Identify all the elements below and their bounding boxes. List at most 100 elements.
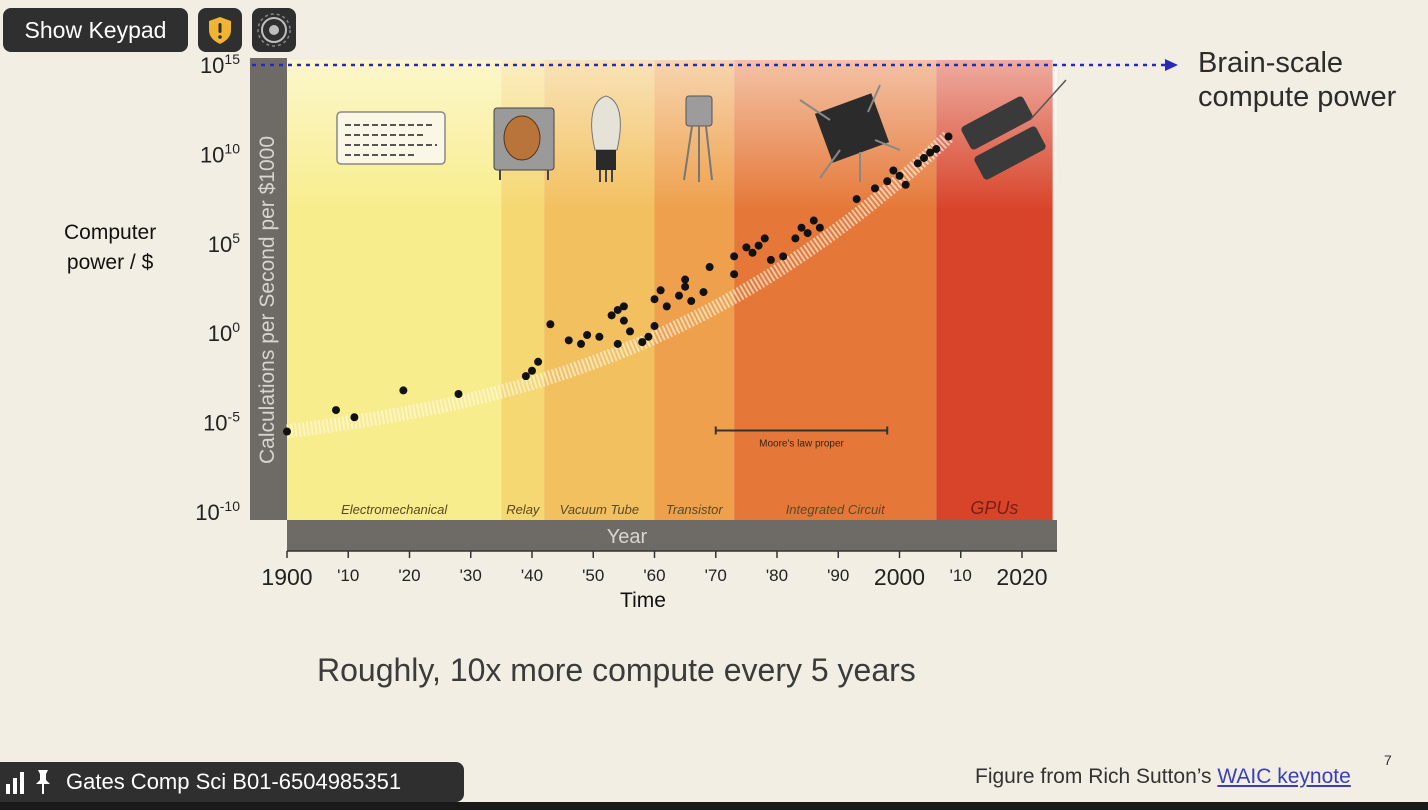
data-point-49 — [901, 180, 910, 189]
data-point-22 — [650, 295, 659, 304]
data-point-44 — [852, 195, 861, 204]
data-point-31 — [730, 270, 739, 279]
y-tick-label-0: 1015 — [200, 51, 240, 78]
data-point-29 — [699, 288, 708, 297]
credit-prefix: Figure from Rich Sutton’s — [975, 765, 1218, 788]
figure-credit: Figure from Rich Sutton’s WAIC keynote — [975, 765, 1351, 789]
data-point-43 — [815, 223, 824, 232]
record-icon — [257, 13, 291, 47]
data-point-48 — [895, 171, 904, 180]
data-point-40 — [797, 223, 806, 232]
data-point-46 — [883, 177, 892, 186]
data-point-42 — [809, 216, 818, 225]
pin-icon — [36, 770, 50, 794]
x-tick-label-3: '30 — [460, 566, 482, 585]
data-point-32 — [730, 252, 739, 261]
data-point-0 — [283, 427, 291, 436]
bottom-strip — [0, 802, 1428, 810]
brain-scale-arrow — [1165, 59, 1178, 71]
data-point-6 — [528, 366, 536, 375]
relay-illustration — [493, 107, 555, 180]
data-point-23 — [656, 286, 665, 295]
x-tick-label-7: '70 — [705, 566, 727, 585]
data-point-11 — [583, 330, 592, 339]
data-point-37 — [766, 255, 775, 264]
x-tick-label-4: '40 — [521, 566, 543, 585]
data-point-7 — [534, 357, 543, 366]
y-tick-label-4: 10-5 — [203, 409, 240, 436]
shield-alert-icon — [209, 17, 231, 44]
data-point-17 — [619, 302, 628, 311]
show-keypad-button[interactable]: Show Keypad — [3, 8, 188, 52]
x-tick-label-10: 2000 — [874, 564, 925, 590]
x-tick-label-5: '50 — [582, 566, 604, 585]
signal-bars-icon — [6, 772, 24, 794]
data-point-27 — [681, 282, 690, 291]
data-point-53 — [932, 145, 941, 154]
data-point-28 — [687, 297, 696, 306]
era-label-2: Vacuum Tube — [560, 502, 640, 517]
vacuum-tube-illustration — [591, 95, 621, 182]
data-point-25 — [675, 291, 683, 300]
x-tick-label-8: '80 — [766, 566, 788, 585]
transistor-illustration — [683, 95, 713, 182]
data-point-24 — [662, 302, 671, 311]
y-axis-label: Calculations per Second per $1000 — [256, 136, 279, 464]
data-point-52 — [926, 148, 935, 157]
data-point-51 — [920, 153, 928, 162]
data-point-1 — [332, 406, 340, 415]
chart-top-fade — [287, 60, 1057, 360]
data-point-38 — [779, 252, 788, 261]
data-point-35 — [754, 241, 763, 250]
recording-button[interactable] — [252, 8, 296, 52]
integrated-circuit-illustration — [799, 84, 901, 182]
data-point-19 — [638, 338, 647, 347]
x-tick-label-6: '60 — [643, 566, 665, 585]
data-point-36 — [760, 234, 769, 243]
security-button[interactable] — [198, 8, 242, 52]
y-tick-label-2: 105 — [208, 230, 240, 257]
gpu-illustration — [961, 79, 1067, 180]
electromechanical-illustration — [336, 111, 446, 165]
data-point-26 — [681, 275, 690, 284]
era-label-3: Transistor — [666, 502, 723, 517]
x-tick-label-2: '20 — [398, 566, 420, 585]
brain-scale-label: Brain-scale compute power — [1198, 47, 1397, 113]
era-label-4: Integrated Circuit — [786, 502, 886, 517]
data-point-47 — [889, 166, 898, 175]
era-label-5: GPUs — [970, 498, 1018, 518]
slide-caption: Roughly, 10x more compute every 5 years — [317, 652, 916, 688]
data-point-8 — [546, 320, 555, 329]
data-point-30 — [705, 263, 714, 272]
data-point-13 — [607, 311, 616, 320]
meeting-info-bar[interactable]: Gates Comp Sci B01-6504985351 — [0, 762, 464, 802]
data-point-33 — [742, 243, 751, 252]
data-point-10 — [577, 339, 585, 348]
data-point-34 — [748, 248, 757, 257]
meeting-name: Gates Comp Sci B01-6504985351 — [66, 769, 402, 794]
data-point-9 — [564, 336, 573, 345]
x-tick-label-1: '10 — [337, 566, 359, 585]
data-point-15 — [613, 339, 622, 348]
data-point-2 — [350, 413, 359, 422]
data-point-54 — [944, 132, 953, 141]
data-point-50 — [913, 159, 922, 168]
y-tick-label-3: 100 — [208, 319, 240, 346]
moores-law-label: Moore's law proper — [759, 438, 844, 449]
x-tick-label-11: '10 — [950, 566, 972, 585]
y-tick-label-1: 1010 — [200, 140, 240, 167]
data-point-41 — [803, 229, 812, 238]
data-point-5 — [521, 372, 530, 381]
data-point-3 — [399, 386, 408, 395]
x-tick-label-9: '90 — [827, 566, 849, 585]
x-axis-band-label: Year — [607, 526, 648, 548]
data-point-16 — [619, 316, 628, 325]
y-axis-band — [250, 58, 287, 520]
data-point-45 — [871, 184, 879, 193]
data-point-4 — [454, 389, 463, 398]
data-point-39 — [791, 234, 800, 243]
x-tick-label-0: 1900 — [261, 564, 312, 590]
waic-keynote-link[interactable]: WAIC keynote — [1217, 765, 1351, 788]
data-point-20 — [644, 332, 653, 341]
